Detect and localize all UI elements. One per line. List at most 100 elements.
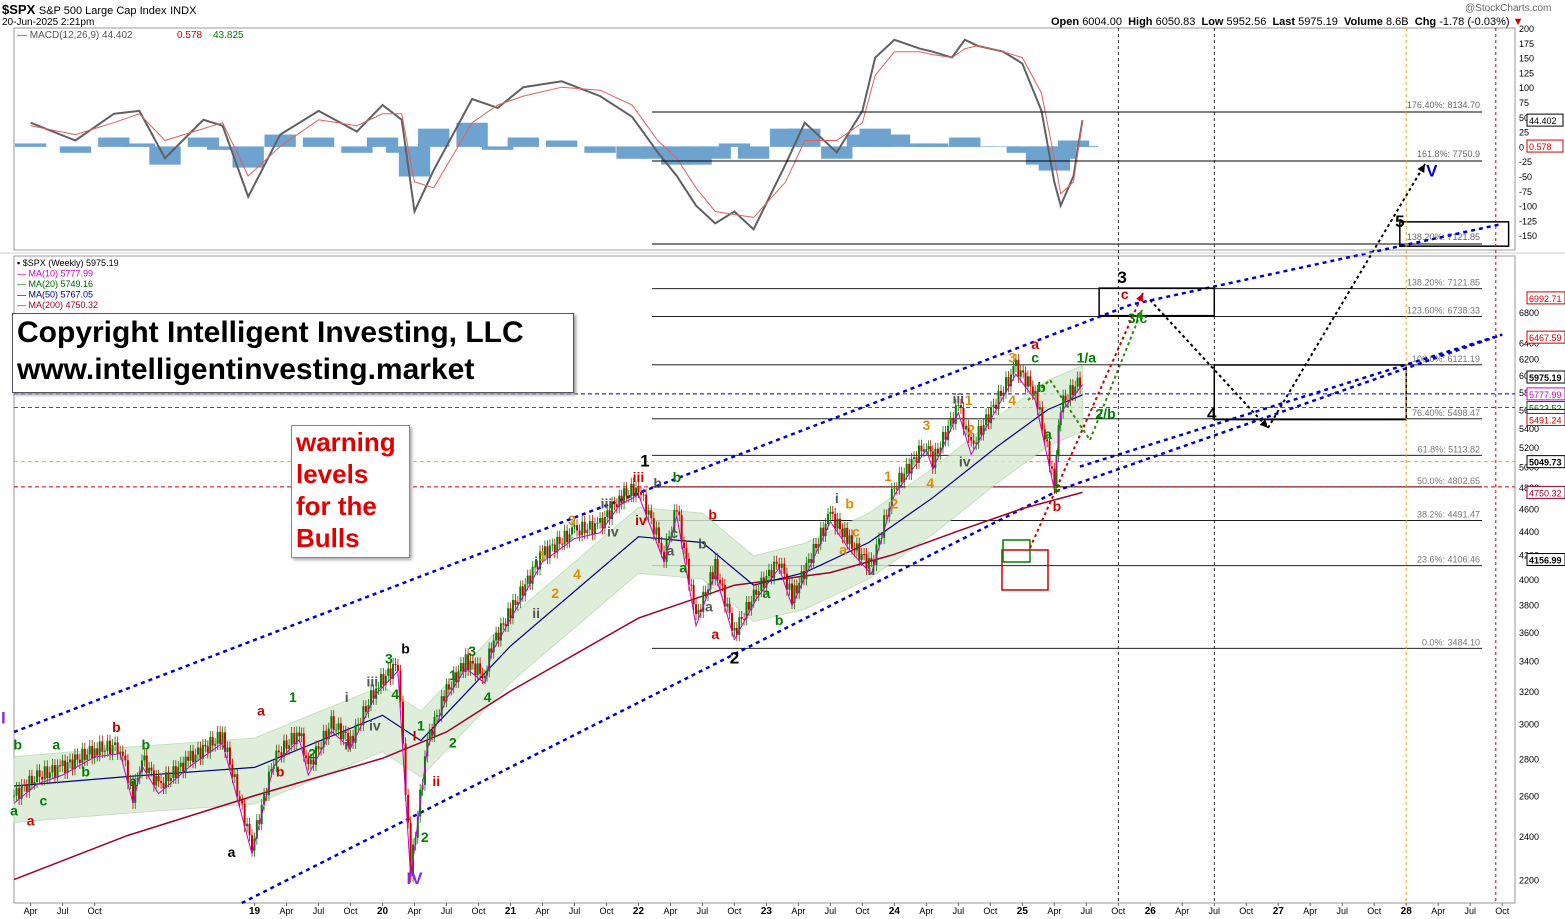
price-candle bbox=[975, 442, 978, 444]
price-value-tag bbox=[1526, 485, 1565, 499]
price-candle bbox=[48, 772, 51, 779]
wave-label: a bbox=[228, 844, 236, 860]
fib-label: 38.2%: 4491.47 bbox=[1417, 510, 1480, 520]
price-candle bbox=[780, 563, 783, 568]
wave-label: I bbox=[413, 728, 417, 744]
wave-label: 4 bbox=[926, 475, 934, 491]
price-candle bbox=[716, 558, 719, 580]
price-candle bbox=[883, 515, 886, 538]
wave-label: 3/c bbox=[1128, 310, 1148, 326]
wave-label: iv bbox=[607, 524, 619, 540]
price-candle bbox=[516, 601, 519, 605]
price-candle bbox=[959, 405, 962, 408]
macd-hist-bar bbox=[366, 137, 399, 147]
price-candle bbox=[675, 510, 678, 512]
price-candle bbox=[846, 527, 849, 544]
x-tick-label: Apr bbox=[663, 906, 677, 916]
wave-label: a bbox=[27, 812, 35, 828]
price-candle bbox=[337, 723, 340, 730]
price-candle bbox=[479, 663, 482, 674]
price-candle bbox=[788, 583, 791, 590]
price-candle bbox=[164, 772, 167, 788]
macd-value-label: 0.578 bbox=[1529, 142, 1552, 152]
wave-label: 4 bbox=[573, 566, 581, 582]
macd-hist-bar bbox=[1006, 146, 1039, 153]
price-candle bbox=[382, 673, 385, 685]
price-candle bbox=[1038, 407, 1041, 410]
wave-label: 4 bbox=[1008, 392, 1016, 408]
price-candle bbox=[211, 737, 214, 746]
x-tick-label: Apr bbox=[408, 906, 422, 916]
price-candle bbox=[224, 732, 227, 752]
price-candle bbox=[841, 528, 844, 538]
wave-label: 4 bbox=[484, 689, 492, 705]
price-candle bbox=[613, 502, 616, 505]
price-candle bbox=[93, 748, 96, 759]
price-candle bbox=[238, 796, 241, 801]
price-candle bbox=[1031, 386, 1034, 394]
price-candle bbox=[704, 591, 707, 595]
macd-tick-label: 150 bbox=[1519, 54, 1534, 64]
x-tick-label: Jul bbox=[1336, 906, 1348, 916]
x-tick-label: Apr bbox=[24, 906, 38, 916]
price-candle bbox=[709, 572, 712, 590]
price-candle bbox=[913, 457, 916, 459]
price-candle bbox=[38, 770, 41, 777]
price-candle bbox=[1007, 377, 1010, 387]
wave-label: b bbox=[401, 640, 410, 656]
price-candle bbox=[196, 747, 199, 755]
price-candle bbox=[702, 591, 705, 612]
price-candle bbox=[481, 673, 484, 679]
macd-legend: — MACD(12,26,9) 44.402 bbox=[17, 30, 133, 41]
price-candle bbox=[668, 536, 671, 540]
macd-hist-bar bbox=[187, 137, 220, 147]
price-candle bbox=[307, 758, 310, 765]
price-candle bbox=[194, 754, 197, 763]
price-candle bbox=[1000, 390, 1003, 396]
wave-label: c bbox=[1031, 349, 1039, 365]
x-tick-label: 22 bbox=[633, 906, 645, 917]
price-candle bbox=[711, 572, 714, 580]
x-tick-label: 21 bbox=[505, 906, 517, 917]
price-candle bbox=[51, 765, 54, 773]
price-candle bbox=[980, 426, 983, 435]
macd-hist-bar bbox=[98, 137, 130, 147]
price-candle bbox=[295, 732, 298, 745]
price-candle bbox=[20, 784, 23, 799]
price-candle bbox=[116, 742, 119, 754]
price-candle bbox=[28, 775, 31, 792]
price-candle bbox=[915, 457, 918, 463]
price-candle bbox=[277, 750, 280, 753]
price-candle bbox=[384, 675, 387, 685]
price-candle bbox=[657, 527, 660, 543]
price-candle bbox=[827, 514, 830, 524]
copyright-box: Copyright Intelligent Investing, LLC www… bbox=[12, 313, 574, 393]
price-candle bbox=[423, 756, 426, 785]
price-candle bbox=[332, 716, 335, 730]
price-candle bbox=[1022, 370, 1025, 373]
price-candle bbox=[497, 632, 500, 641]
price-candle bbox=[546, 546, 549, 559]
price-value-label: 4156.99 bbox=[1529, 556, 1562, 566]
macd-hist-bar bbox=[302, 137, 335, 147]
price-candle bbox=[860, 554, 863, 560]
macd-hist-bar bbox=[507, 137, 539, 147]
price-value-label: 5777.99 bbox=[1529, 390, 1562, 400]
price-candle bbox=[152, 770, 155, 786]
price-candle bbox=[556, 536, 559, 553]
x-tick-label: 26 bbox=[1145, 906, 1157, 917]
wave-label: c bbox=[852, 524, 860, 540]
price-candle bbox=[18, 787, 21, 799]
wave-label: 2/b bbox=[1095, 406, 1115, 422]
price-value-label: 4750.32 bbox=[1529, 488, 1562, 498]
price-candle bbox=[583, 521, 586, 534]
price-candle bbox=[377, 687, 380, 689]
wave-label: 5 bbox=[1395, 212, 1404, 231]
wave-label: i bbox=[345, 689, 349, 705]
price-candle bbox=[285, 740, 288, 749]
price-candle bbox=[965, 425, 968, 430]
price-candle bbox=[101, 741, 104, 752]
price-candle bbox=[231, 764, 234, 778]
price-candle bbox=[270, 769, 273, 772]
price-candle bbox=[898, 472, 901, 489]
